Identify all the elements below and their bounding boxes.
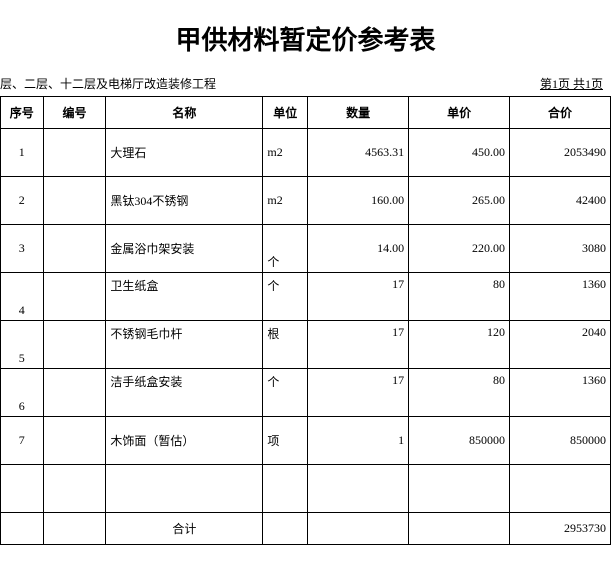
cell-total: 850000 xyxy=(510,417,611,465)
table-row: 1 大理石m24563.31450.002053490 xyxy=(1,129,611,177)
total-value: 2953730 xyxy=(510,513,611,545)
cell-unit: 项 xyxy=(263,417,308,465)
cell-qty: 17 xyxy=(308,321,409,369)
cell-unit: 个 xyxy=(263,225,308,273)
cell-total: 2053490 xyxy=(510,129,611,177)
cell-name: 卫生纸盒 xyxy=(106,273,263,321)
cell-qty: 160.00 xyxy=(308,177,409,225)
cell-seq: 1 xyxy=(1,129,44,177)
cell-total: 1360 xyxy=(510,369,611,417)
cell-unit: m2 xyxy=(263,129,308,177)
cell-unit: 根 xyxy=(263,321,308,369)
cell-total: 2040 xyxy=(510,321,611,369)
total-label: 合计 xyxy=(106,513,263,545)
cell-qty: 17 xyxy=(308,369,409,417)
cell-seq: 2 xyxy=(1,177,44,225)
cell-price: 80 xyxy=(409,369,510,417)
cell-price: 450.00 xyxy=(409,129,510,177)
empty-row xyxy=(1,465,611,513)
cell-unit: m2 xyxy=(263,177,308,225)
cell-name: 大理石 xyxy=(106,129,263,177)
col-total: 合价 xyxy=(510,97,611,129)
cell-price: 80 xyxy=(409,273,510,321)
cell-seq: 6 xyxy=(1,369,44,417)
cell-code xyxy=(43,321,106,369)
col-price: 单价 xyxy=(409,97,510,129)
table-row: 6 洁手纸盒安装个17801360 xyxy=(1,369,611,417)
cell-unit: 个 xyxy=(263,273,308,321)
page-title: 甲供材料暂定价参考表 xyxy=(0,0,611,75)
cell-price: 120 xyxy=(409,321,510,369)
cell-total: 42400 xyxy=(510,177,611,225)
cell-qty: 17 xyxy=(308,273,409,321)
cell-code xyxy=(43,369,106,417)
cell-code xyxy=(43,417,106,465)
page-indicator: 第1页 共1页 xyxy=(540,75,603,92)
cell-name: 黑钛304不锈钢 xyxy=(106,177,263,225)
header-row: 序号 编号 名称 单位 数量 单价 合价 xyxy=(1,97,611,129)
cell-seq: 4 xyxy=(1,273,44,321)
cell-code xyxy=(43,177,106,225)
cell-price: 265.00 xyxy=(409,177,510,225)
table-row: 4 卫生纸盒个17801360 xyxy=(1,273,611,321)
cell-code xyxy=(43,225,106,273)
cell-seq: 7 xyxy=(1,417,44,465)
col-unit: 单位 xyxy=(263,97,308,129)
cell-qty: 4563.31 xyxy=(308,129,409,177)
table-row: 2 黑钛304不锈钢m2160.00265.0042400 xyxy=(1,177,611,225)
cell-qty: 14.00 xyxy=(308,225,409,273)
cell-price: 850000 xyxy=(409,417,510,465)
cell-total: 3080 xyxy=(510,225,611,273)
cell-seq: 3 xyxy=(1,225,44,273)
col-seq: 序号 xyxy=(1,97,44,129)
cell-seq: 5 xyxy=(1,321,44,369)
cell-name: 不锈钢毛巾杆 xyxy=(106,321,263,369)
cell-price: 220.00 xyxy=(409,225,510,273)
cell-name: 洁手纸盒安装 xyxy=(106,369,263,417)
table-row: 3 金属浴巾架安装个14.00220.003080 xyxy=(1,225,611,273)
col-qty: 数量 xyxy=(308,97,409,129)
cell-qty: 1 xyxy=(308,417,409,465)
cell-code xyxy=(43,273,106,321)
table-row: 5 不锈钢毛巾杆根171202040 xyxy=(1,321,611,369)
cell-total: 1360 xyxy=(510,273,611,321)
cell-code xyxy=(43,129,106,177)
cell-name: 金属浴巾架安装 xyxy=(106,225,263,273)
cell-unit: 个 xyxy=(263,369,308,417)
price-table: 序号 编号 名称 单位 数量 单价 合价 1 大理石m24563.31450.00… xyxy=(0,96,611,545)
col-name: 名称 xyxy=(106,97,263,129)
subheader: 层、二层、十二层及电梯厅改造装修工程 第1页 共1页 xyxy=(0,75,611,96)
col-code: 编号 xyxy=(43,97,106,129)
project-name: 层、二层、十二层及电梯厅改造装修工程 xyxy=(0,75,216,92)
table-row: 7木饰面（暂估）项1850000850000 xyxy=(1,417,611,465)
cell-name: 木饰面（暂估） xyxy=(106,417,263,465)
total-row: 合计 2953730 xyxy=(1,513,611,545)
